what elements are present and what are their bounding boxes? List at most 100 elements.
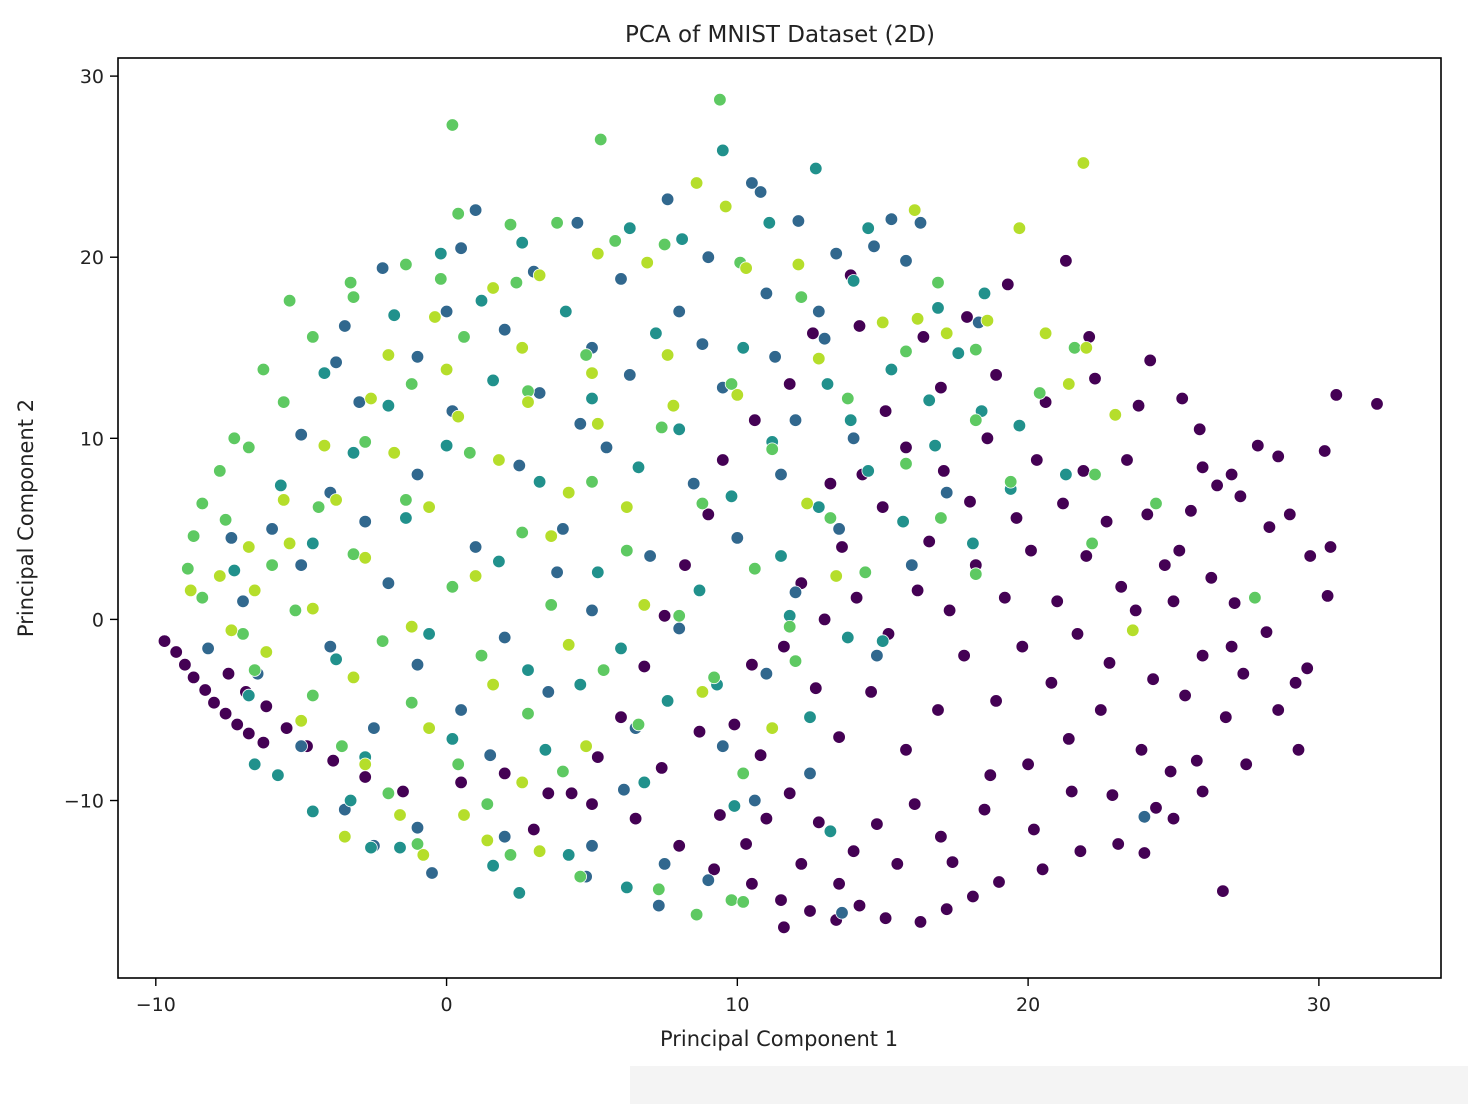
scatter-point (689, 176, 704, 190)
scatter-point (652, 882, 666, 897)
scatter-point (945, 855, 960, 869)
scatter-point (1111, 837, 1125, 851)
scatter-point (876, 500, 890, 514)
scatter-point (1190, 754, 1204, 768)
scatter-point (1300, 661, 1314, 676)
scatter-point (326, 754, 340, 768)
scatter-point (940, 485, 954, 500)
scatter-point (803, 904, 817, 918)
scatter-point (623, 221, 637, 235)
scatter-point (992, 875, 1006, 889)
scatter-point (306, 688, 320, 703)
scatter-point (791, 214, 806, 228)
scatter-point (960, 310, 974, 324)
scatter-point (707, 862, 721, 877)
scatter-point (1076, 156, 1091, 170)
scatter-point (282, 536, 297, 551)
scatter-point (457, 808, 471, 822)
scatter-point (410, 658, 425, 672)
scatter-point (387, 446, 401, 460)
scatter-point (181, 562, 195, 576)
scatter-point (562, 485, 576, 500)
scatter-point (1085, 536, 1099, 551)
scatter-point (227, 563, 242, 578)
scatter-point (358, 757, 372, 772)
scatter-point (474, 294, 489, 308)
scatter-point (579, 739, 593, 753)
scatter-point (637, 659, 652, 674)
scatter-point (564, 786, 579, 801)
scatter-point (532, 268, 547, 283)
scatter-point (794, 857, 809, 871)
scatter-point (454, 241, 468, 255)
scatter-point (358, 770, 372, 784)
scatter-point (876, 634, 890, 648)
scatter-point (1079, 341, 1094, 355)
scatter-point (852, 319, 867, 333)
scatter-point (748, 562, 762, 576)
scatter-point (876, 315, 890, 330)
scatter-point (765, 442, 779, 456)
scatter-point (338, 830, 352, 844)
scatter-point (1192, 422, 1207, 437)
scatter-point (701, 250, 716, 264)
scatter-point (791, 257, 806, 272)
scatter-point (748, 793, 762, 808)
scatter-point (765, 721, 779, 735)
scatter-point (908, 203, 922, 217)
scatter-point (922, 534, 936, 549)
scatter-point (899, 254, 913, 268)
scatter-point (445, 732, 460, 746)
scatter-point (515, 235, 529, 250)
scatter-point (591, 417, 605, 431)
scatter-point (692, 725, 707, 739)
scatter-point (405, 696, 419, 710)
scatter-point (628, 811, 643, 826)
scatter-point (439, 362, 454, 377)
scatter-point (585, 366, 599, 380)
scatter-point (1038, 326, 1053, 341)
scatter-point (1079, 549, 1094, 563)
scatter-point (1035, 862, 1050, 877)
scatter-point (890, 857, 905, 871)
scatter-point (617, 783, 631, 797)
scatter-point (416, 848, 431, 862)
scatter-point (675, 232, 689, 246)
scatter-point (623, 368, 637, 382)
scatter-point (841, 630, 855, 645)
scatter-point (399, 511, 413, 525)
scatter-point (966, 889, 980, 904)
scatter-point (486, 677, 500, 692)
scatter-point (980, 313, 995, 328)
scatter-point (716, 739, 730, 753)
scatter-point (852, 898, 867, 913)
scatter-point (364, 391, 378, 406)
scatter-point (1227, 596, 1242, 610)
scatter-point (247, 583, 262, 598)
scatter-point (777, 639, 791, 654)
scatter-point (928, 438, 942, 453)
scatter-point (1320, 589, 1335, 603)
scatter-point (451, 757, 465, 772)
scatter-point (323, 639, 338, 654)
scatter-point (823, 824, 838, 839)
scatter-point (410, 837, 425, 851)
scatter-point (195, 591, 210, 605)
scatter-point (969, 567, 983, 581)
scatter-point (306, 536, 320, 551)
scatter-point (329, 652, 343, 667)
scatter-point (1166, 811, 1181, 826)
scatter-point (823, 511, 838, 525)
scatter-point (329, 493, 343, 507)
scatter-point (1137, 810, 1152, 824)
scatter-point (736, 895, 750, 909)
scatter-point (1149, 801, 1163, 815)
scatter-point (532, 844, 547, 858)
scatter-point (585, 475, 599, 489)
scatter-point (1105, 788, 1120, 802)
scatter-point (544, 529, 558, 543)
scatter-point (966, 536, 980, 551)
scatter-point (358, 551, 372, 565)
scatter-point (899, 743, 913, 757)
scatter-point (195, 496, 210, 511)
